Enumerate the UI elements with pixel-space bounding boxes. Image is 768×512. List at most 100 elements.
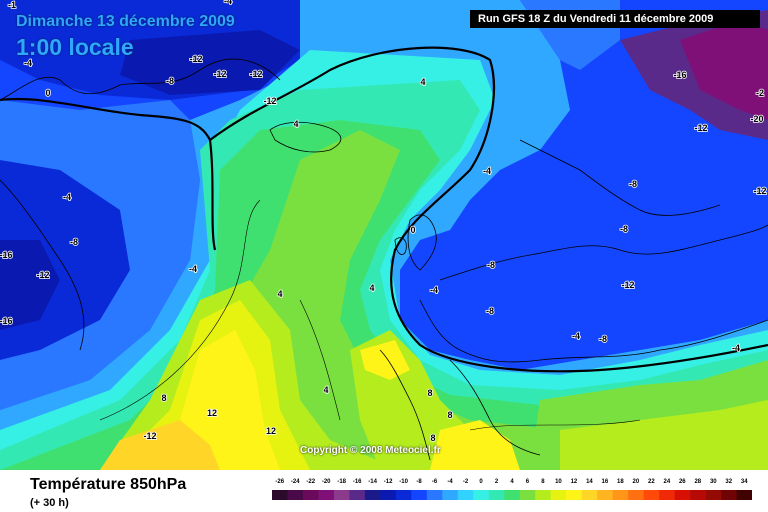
scale-swatch [473,490,490,500]
isotherm-label: -12 [36,270,49,280]
isotherm-contours [99,199,641,431]
isotherm-label: -8 [486,306,494,316]
isotherm-label: -16 [0,316,13,326]
isotherm-label: -8 [629,179,637,189]
isotherm-label: -12 [189,54,202,64]
scale-swatch [488,490,505,500]
isotherm-label: -4 [732,343,740,353]
scale-label: -8 [416,479,422,485]
isotherm-label: -4 [572,331,580,341]
scale-swatch [721,490,737,500]
field-very-cold-east [680,20,768,120]
isotherm-label: 8 [447,410,452,420]
coast-greenland [0,58,281,101]
isotherm-label: 4 [293,119,298,129]
isotherm-label: -4 [224,0,232,6]
isotherm-label: -8 [166,76,174,86]
legend-panel: Température 850hPa (+ 30 h) -26 -24 -22 -20… [0,470,768,512]
scale-swatch [333,490,350,500]
scale-swatch [612,490,629,500]
scale-swatch [550,490,567,500]
scale-swatch [535,490,552,500]
isotherm-label: -20 [750,114,763,124]
temperature-map: -1 -4 -4 0 -8 -12 -12 -12 -12 4 4 -4 -8 -16 -12 -16 -4 4 4… [0,0,768,470]
isotherm-label: -1 [8,0,16,10]
isotherm-label: 4 [277,289,282,299]
color-scale-bar [272,490,752,500]
field-band-plus14 [100,420,220,470]
scale-swatch [287,490,304,500]
variable-title: Température 850hPa [30,476,187,493]
isotherm-label: -12 [263,96,276,106]
scale-label: -16 [352,479,362,485]
isotherm-label: -12 [694,123,707,133]
scale-swatch [674,490,691,500]
isotherm-label: -4 [483,166,491,176]
isotherm-label: 8 [427,388,432,398]
scale-label: -4 [447,479,453,485]
scale-label: -14 [368,479,377,485]
isotherm-label: -8 [70,237,78,247]
temperature-field: -1 -4 -4 0 -8 -12 -12 -12 -12 4 4 -4 -8 -16 -12 -16 -4 4 4… [0,0,768,470]
scale-swatch [395,490,412,500]
scale-swatch [272,490,288,500]
scale-label: -6 [431,479,438,485]
isotherm-4-east [469,419,641,431]
isotherm-label: -8 [620,224,628,234]
scale-swatch [349,490,366,500]
isotherm-label: 12 [266,426,276,436]
field-cold-west-core [0,240,60,330]
scale-swatch [442,490,459,500]
isotherm-label: -4 [189,264,197,274]
isotherm-8 [99,199,261,421]
isotherm-label: 4 [323,385,328,395]
isotherm-label: 8 [161,393,166,403]
scale-swatch [659,490,675,500]
scale-label: 6 [525,479,530,485]
field-warm-south [430,420,520,470]
isotherm-label: -16 [0,250,13,260]
coast-central-europe [419,299,768,363]
isotherm-labels: -1 -4 -4 0 -8 -12 -12 -12 -12 4 4 -4 -8 -16 -12 -16 -4 4 4… [0,0,767,444]
scale-label: 2 [494,479,499,485]
isotherm-label: -12 [249,69,262,79]
field-warm-pocket [360,340,410,380]
scale-swatch [411,490,428,500]
scale-swatch [457,490,474,500]
scale-label: 22 [648,479,655,485]
isotherm-label: -4 [24,58,32,68]
coast-scandinavia [519,139,721,216]
isotherm-label: -12 [753,186,766,196]
isotherm-label: -12 [621,280,634,290]
isotherm-label: -4 [430,285,438,295]
scale-label: -12 [383,479,393,485]
scale-swatch [581,490,598,500]
lead-time: (+ 30 h) [30,497,69,509]
scale-swatch [736,490,752,500]
isotherm-label: -12 [143,431,156,441]
isotherm-label: -8 [599,334,607,344]
scale-label: 10 [555,479,562,485]
isotherm-label: -2 [756,88,764,98]
field-band-east-yellowgreen [560,400,768,470]
copyright-notice: Copyright © 2008 Meteociel.fr [300,445,441,456]
scale-label: 26 [678,479,686,485]
isotherm-4-south [299,299,341,421]
scale-swatch [380,490,397,500]
isotherm-label: 8 [430,433,435,443]
isotherm-label: -16 [673,70,686,80]
scale-label: 20 [632,479,640,485]
scale-label: 24 [663,479,671,485]
model-run-label: Run GFS 18 Z du Vendredi 11 décembre 200… [470,10,760,28]
scale-swatch [566,490,582,500]
scale-swatch [318,490,335,500]
coast-ireland [394,237,407,255]
scale-label: 28 [694,479,702,485]
isotherm-label: 4 [369,283,374,293]
coast-iberia [379,349,431,461]
scale-label: 8 [541,479,545,485]
coast-iceland [269,121,342,153]
coast-north-america [0,179,85,351]
scale-swatch [643,490,660,500]
scale-swatch [628,490,644,500]
